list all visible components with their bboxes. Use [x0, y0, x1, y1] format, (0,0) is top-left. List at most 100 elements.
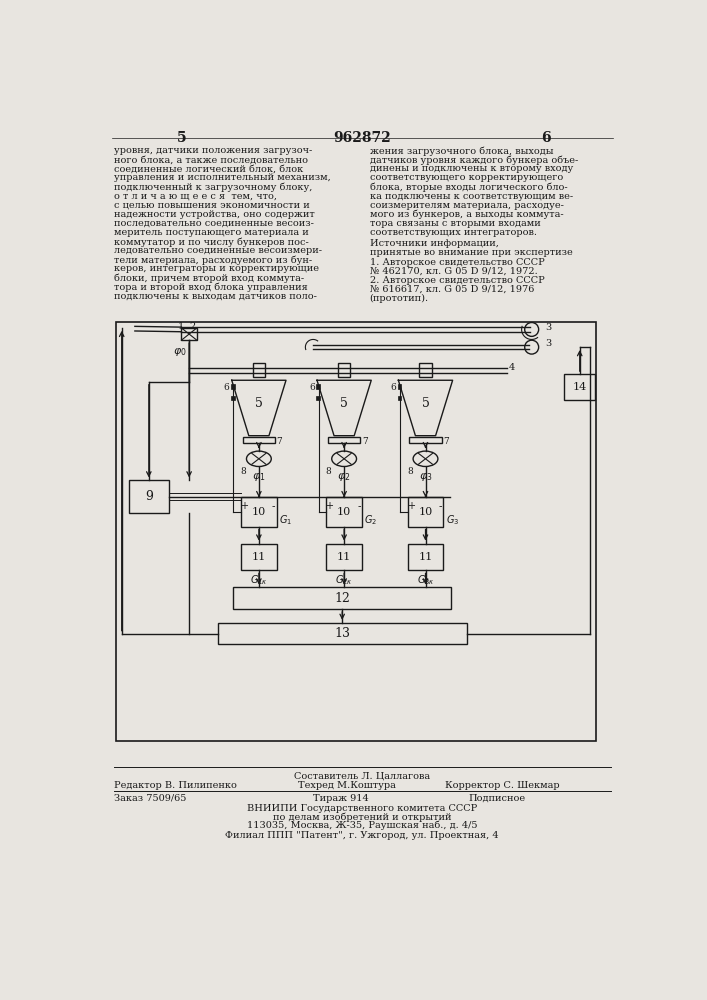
Text: № 616617, кл. G 05 D 9/12, 1976: № 616617, кл. G 05 D 9/12, 1976 [370, 285, 534, 294]
Text: Техред М.Коштура: Техред М.Коштура [298, 781, 395, 790]
Ellipse shape [413, 451, 438, 466]
Text: жения загрузочного блока, выходы: жения загрузочного блока, выходы [370, 146, 553, 156]
Bar [316, 396, 320, 400]
Bar [129, 480, 169, 513]
Bar [564, 374, 595, 400]
Text: Подписное: Подписное [468, 794, 525, 803]
Text: 11: 11 [337, 552, 351, 562]
Bar [397, 384, 402, 389]
Text: (прототип).: (прототип). [370, 294, 429, 303]
Text: соизмерителям материала, расходуе-: соизмерителям материала, расходуе- [370, 201, 563, 210]
Text: 1. Авторское свидетельство СССР: 1. Авторское свидетельство СССР [370, 258, 544, 267]
Text: +: + [325, 501, 334, 511]
Bar [327, 544, 362, 570]
Text: 7: 7 [443, 437, 449, 446]
Text: соединенные логический блок, блок: соединенные логический блок, блок [114, 164, 303, 173]
Bar [243, 437, 275, 443]
Text: Тираж 914: Тираж 914 [313, 794, 369, 803]
Text: $\varphi_3$: $\varphi_3$ [419, 471, 432, 483]
Text: 962872: 962872 [333, 131, 391, 145]
Bar [182, 328, 197, 340]
Text: ледовательно соединенные весоизмери-: ледовательно соединенные весоизмери- [114, 246, 322, 255]
Text: 5: 5 [340, 397, 348, 410]
Text: управления и исполнительный механизм,: управления и исполнительный механизм, [114, 173, 331, 182]
Text: подключены к выходам датчиков поло-: подключены к выходам датчиков поло- [114, 292, 317, 301]
Text: 6: 6 [390, 383, 396, 392]
Text: 113035, Москва, Ж-35, Раушская наб., д. 4/5: 113035, Москва, Ж-35, Раушская наб., д. … [247, 821, 477, 830]
Text: 3: 3 [546, 323, 552, 332]
Text: тора связаны с вторыми входами: тора связаны с вторыми входами [370, 219, 540, 228]
Text: блока, вторые входы логического бло-: блока, вторые входы логического бло- [370, 183, 567, 192]
Bar [218, 623, 467, 644]
Text: меритель поступающего материала и: меритель поступающего материала и [114, 228, 309, 237]
Text: Филиал ППП "Патент", г. Ужгород, ул. Проектная, 4: Филиал ППП "Патент", г. Ужгород, ул. Про… [225, 831, 498, 840]
Bar [241, 544, 276, 570]
Circle shape [525, 323, 539, 336]
Text: -: - [357, 501, 361, 511]
Text: 5: 5 [177, 131, 186, 145]
Text: принятые во внимание при экспертизе: принятые во внимание при экспертизе [370, 248, 573, 257]
Text: $\varphi_1$: $\varphi_1$ [252, 471, 266, 483]
Bar [397, 396, 402, 400]
Text: последовательно соединенные весоиз-: последовательно соединенные весоиз- [114, 219, 314, 228]
Text: по делам изобретений и открытий: по делам изобретений и открытий [273, 812, 451, 822]
Text: 8: 8 [240, 466, 246, 476]
Text: тели материала, расходуемого из бун-: тели материала, расходуемого из бун- [114, 255, 312, 265]
Text: коммутатор и по числу бункеров пос-: коммутатор и по числу бункеров пос- [114, 237, 309, 247]
Text: Составитель Л. Цаллагова: Составитель Л. Цаллагова [294, 771, 430, 780]
Text: блоки, причем второй вход коммута-: блоки, причем второй вход коммута- [114, 273, 304, 283]
Text: с целью повышения экономичности и: с целью повышения экономичности и [114, 201, 310, 210]
Bar [316, 384, 320, 389]
Text: 5: 5 [255, 397, 263, 410]
Text: 8: 8 [326, 466, 332, 476]
Bar [241, 497, 276, 527]
Text: $G_{3\kappa}$: $G_{3\kappa}$ [416, 574, 434, 587]
Bar [231, 396, 235, 400]
Text: соответствующего корректирующего: соответствующего корректирующего [370, 173, 563, 182]
Bar [115, 322, 596, 741]
Text: датчиков уровня каждого бункера объе-: датчиков уровня каждого бункера объе- [370, 155, 578, 165]
Text: Редактор В. Пилипенко: Редактор В. Пилипенко [114, 781, 237, 790]
Text: +: + [240, 501, 248, 511]
Text: +: + [407, 501, 415, 511]
Bar [419, 363, 432, 377]
Text: $G_1$: $G_1$ [279, 514, 292, 527]
Text: подключенный к загрузочному блоку,: подключенный к загрузочному блоку, [114, 183, 312, 192]
Text: 9: 9 [145, 490, 153, 503]
Text: 12: 12 [334, 592, 350, 605]
Bar [328, 437, 361, 443]
Text: 6: 6 [223, 383, 230, 392]
Text: 10: 10 [252, 507, 266, 517]
Text: 13: 13 [334, 627, 350, 640]
Text: $\varphi_0$: $\varphi_0$ [173, 346, 187, 358]
Text: 1: 1 [178, 322, 185, 331]
Text: -: - [272, 501, 275, 511]
Text: Заказ 7509/65: Заказ 7509/65 [114, 794, 187, 803]
Text: Корректор С. Шекмар: Корректор С. Шекмар [445, 781, 559, 790]
Text: -: - [438, 501, 442, 511]
Text: 2. Авторское свидетельство СССР: 2. Авторское свидетельство СССР [370, 276, 544, 285]
Text: 4: 4 [509, 363, 515, 372]
Ellipse shape [332, 451, 356, 466]
Text: соответствующих интеграторов.: соответствующих интеграторов. [370, 228, 537, 237]
Text: $\varphi_2$: $\varphi_2$ [337, 471, 351, 483]
Text: 11: 11 [419, 552, 433, 562]
Text: 3: 3 [546, 339, 552, 348]
Bar [408, 544, 443, 570]
Bar [409, 437, 442, 443]
Text: ного блока, а также последовательно: ного блока, а также последовательно [114, 155, 308, 164]
Text: $G_2$: $G_2$ [364, 514, 378, 527]
Bar [231, 384, 235, 389]
Circle shape [525, 340, 539, 354]
Text: $G_3$: $G_3$ [445, 514, 459, 527]
Text: 14: 14 [573, 382, 587, 392]
Text: керов, интеграторы и корректирующие: керов, интеграторы и корректирующие [114, 264, 319, 273]
Text: 7: 7 [276, 437, 283, 446]
Text: ка подключены к соответствующим ве-: ка подключены к соответствующим ве- [370, 192, 573, 201]
Text: ВНИИПИ Государственного комитета СССР: ВНИИПИ Государственного комитета СССР [247, 804, 477, 813]
Bar [233, 587, 451, 609]
Bar [338, 363, 351, 377]
Text: надежности устройства, оно содержит: надежности устройства, оно содержит [114, 210, 315, 219]
Text: $G_{1\kappa}$: $G_{1\kappa}$ [250, 574, 268, 587]
Text: 10: 10 [419, 507, 433, 517]
